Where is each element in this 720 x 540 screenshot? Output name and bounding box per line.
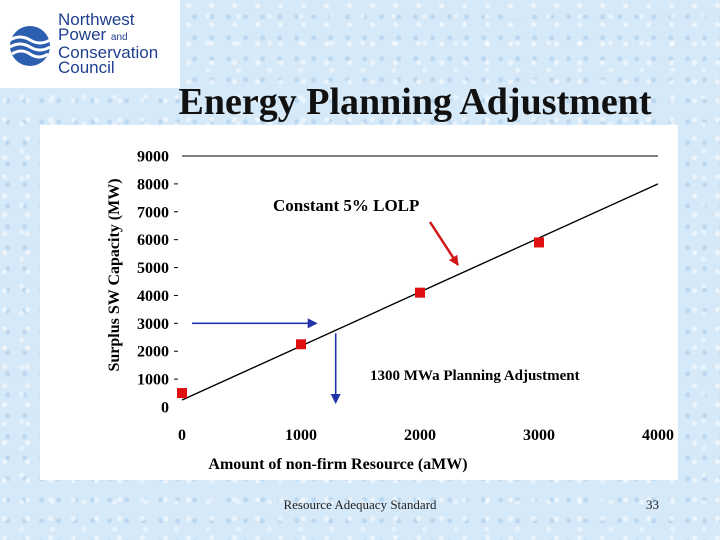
chart: 0 1000 2000 3000 4000 5000 6000 7000 8000 9000 0 10… <box>106 149 674 474</box>
footer-title: Resource Adequacy Standard <box>283 497 437 512</box>
y-tick-label: 8000 <box>137 176 169 193</box>
y-tick-label: 3000 <box>137 316 169 333</box>
lolp-callout-arrow <box>428 221 460 266</box>
y-tick-label: 9000 <box>137 149 169 166</box>
x-tick-label: 2000 <box>404 427 436 444</box>
chart-panel: 0 1000 2000 3000 4000 5000 6000 7000 8000 9000 0 10… <box>40 125 678 480</box>
y-axis-title: Surplus SW Capacity (MW) <box>106 178 123 371</box>
logo-and: and <box>110 32 128 43</box>
data-point <box>415 287 425 298</box>
logo: Northwest Power and Conservation Council <box>0 0 180 88</box>
slide-title: Energy Planning Adjustment <box>178 81 652 123</box>
y-tick-label: 0 <box>161 400 169 417</box>
page-number: 33 <box>646 497 659 512</box>
logo-line-4: Council <box>58 58 115 77</box>
y-tick-label: 6000 <box>137 232 169 249</box>
x-tick-label: 0 <box>178 427 186 444</box>
data-point <box>177 388 187 399</box>
y-tick-label: 2000 <box>137 344 169 361</box>
globe-waves-icon <box>9 26 51 66</box>
data-point <box>534 237 544 248</box>
x-axis-title: Amount of non-firm Resource (aMW) <box>208 456 467 473</box>
y-tick-label: 7000 <box>137 204 169 221</box>
annotation-lolp: Constant 5% LOLP <box>273 196 419 215</box>
logo-line-3: Conservation <box>58 43 159 62</box>
x-tick-label: 4000 <box>642 427 674 444</box>
logo-text: Northwest Power and Conservation Council <box>58 10 159 77</box>
x-tick-label: 3000 <box>523 427 555 444</box>
y-tick-label: 4000 <box>137 288 169 305</box>
x-tick-label: 1000 <box>285 427 317 444</box>
logo-line-2: Power and <box>58 25 128 44</box>
data-point <box>296 339 306 350</box>
y-tick-label: 5000 <box>137 260 169 277</box>
y-tick-label: 1000 <box>137 372 169 389</box>
logo-line-1: Northwest <box>58 10 135 29</box>
annotation-planning-adjustment: 1300 MWa Planning Adjustment <box>370 368 580 384</box>
